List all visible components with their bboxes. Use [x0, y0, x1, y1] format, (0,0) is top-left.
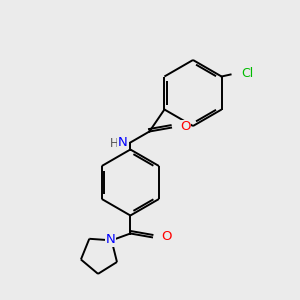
- Text: N: N: [106, 233, 116, 246]
- Text: O: O: [180, 120, 190, 133]
- Text: N: N: [118, 136, 128, 149]
- Text: Cl: Cl: [242, 67, 254, 80]
- Text: O: O: [161, 230, 172, 243]
- Text: H: H: [110, 137, 118, 150]
